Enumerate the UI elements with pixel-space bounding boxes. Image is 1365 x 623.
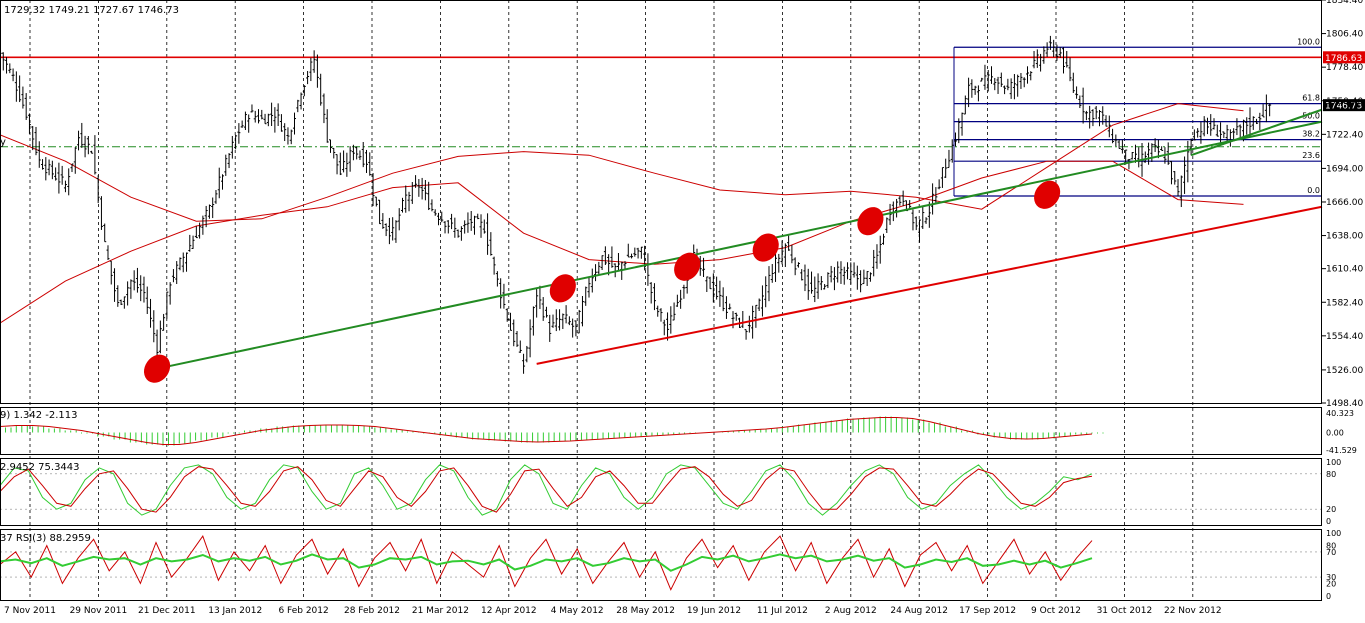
resistance-price-label: 1786.63 [1325,54,1362,64]
stochastic-scale-label: 0 [1326,517,1331,526]
rsi-scale-label: 30 [1326,573,1336,582]
stochastic-scale-label: 100 [1326,458,1341,467]
touch-markers [144,180,1061,383]
support-green-upper-trendline [1190,108,1323,157]
y-tick-label: 1638.00 [1326,232,1363,242]
rsi-scale-label: 0 [1326,592,1331,601]
y-tick-label: 1610.40 [1326,265,1363,275]
x-tick-label: 9 Oct 2012 [1031,606,1081,616]
x-tick-label: 4 May 2012 [551,606,604,616]
x-tick-label: 7 Nov 2011 [4,606,56,616]
touch-marker [857,207,884,236]
touch-marker [674,252,701,281]
stochastic-signal-line [0,466,1093,513]
vertical-grid [29,0,1194,600]
fib-level-label: 23.6 [1302,151,1320,160]
x-tick-label: 21 Dec 2011 [138,606,196,616]
y-tick-label: 1526.00 [1326,366,1363,376]
x-tick-label: 29 Nov 2011 [70,606,128,616]
current-price-tag [1323,99,1365,112]
x-tick-label: 28 Feb 2012 [344,606,400,616]
moving-average-line [0,103,1244,222]
touch-marker [752,233,779,262]
pane-border [0,458,1322,526]
current-price-label: 1746.73 [1325,102,1362,112]
rsi-readout: 37 RSI(3) 88.2959 [0,533,91,544]
fib-level-label: 0.0 [1307,186,1320,195]
x-tick-label: 19 Jun 2012 [687,606,741,616]
stochastic-main-line [0,464,1093,516]
stochastic-scale-label: 80 [1326,470,1336,479]
macd-scale-label: 40.323 [1326,409,1354,418]
ohlc-readout: 1729.32 1749.21 1727.67 1746.73 [4,5,179,16]
rsi-scale-label: 20 [1326,579,1336,588]
fib-level-label: 50.0 [1302,112,1320,121]
y-tick-label: 1582.40 [1326,298,1363,308]
pane-border [0,529,1322,601]
y-tick-label: 1834.40 [1326,0,1363,6]
touch-marker [144,354,171,383]
y-tick-label: 1778.40 [1326,63,1363,73]
rsi-scale-label: 100 [1326,529,1341,538]
macd-readout: 9) 1.342 -2.113 [0,410,78,421]
y-tick-label: 1554.40 [1326,332,1363,342]
macd-scale-label: -41.529 [1326,446,1357,455]
x-tick-label: 12 Apr 2012 [481,606,537,616]
rsi-slow-line [0,553,1093,572]
x-tick-label: 22 Nov 2012 [1164,606,1222,616]
pane-border [0,407,1322,455]
y-tick-label: 1694.00 [1326,164,1363,174]
fib-level-label: 100.0 [1297,37,1320,46]
fib-level-label: 61.8 [1302,94,1320,103]
macd-scale-label: 0.00 [1326,429,1344,438]
macd-pane: 40.323 0.00 -41.529 [0,409,1357,455]
touch-marker [1034,180,1061,209]
y-tick-label: 1666.00 [1326,198,1363,208]
fibonacci-retracement: 100.0 61.8 50.0 38.2 23.6 0.0 [953,37,1322,197]
horizontal-levels: 1786.63 1746.73 [0,51,1365,148]
support-green-main-trendline [156,120,1323,370]
x-tick-label: 6 Feb 2012 [278,606,328,616]
touch-marker [549,274,576,303]
resistance-price-tag [1323,51,1365,64]
rsi-scale-label: 70 [1326,548,1336,557]
y-tick-label: 1806.40 [1326,30,1363,40]
pane-border [0,0,1322,404]
x-tick-label: 21 Mar 2012 [412,606,469,616]
y-tick-label: 1498.40 [1326,399,1363,409]
y-tick-label: 1722.40 [1326,130,1363,140]
partial-indicator-label: y [0,137,6,148]
macd-signal-line [0,417,1093,445]
stochastic-readout: 2.9452 75.3443 [0,462,80,473]
trendlines [156,108,1323,370]
stochastic-pane: 100 80 20 0 [0,458,1341,526]
x-tick-label: 2 Aug 2012 [825,606,877,616]
stochastic-scale-label: 20 [1326,505,1336,514]
rsi-scale-label: 80 [1326,542,1336,551]
x-tick-label: 24 Aug 2012 [890,606,948,616]
moving-averages [0,103,1244,324]
x-tick-label: 11 Jul 2012 [757,606,808,616]
x-tick-label: 13 Jan 2012 [208,606,262,616]
x-tick-label: 31 Oct 2012 [1097,606,1153,616]
y-tick-label: 1750.40 [1326,97,1363,107]
support-red-trendline [536,205,1323,365]
x-tick-label: 28 May 2012 [616,606,675,616]
fib-level-label: 38.2 [1302,130,1320,139]
price-bars [0,35,1272,374]
rsi-fast-line [0,535,1093,591]
x-tick-label: 17 Sep 2012 [959,606,1016,616]
